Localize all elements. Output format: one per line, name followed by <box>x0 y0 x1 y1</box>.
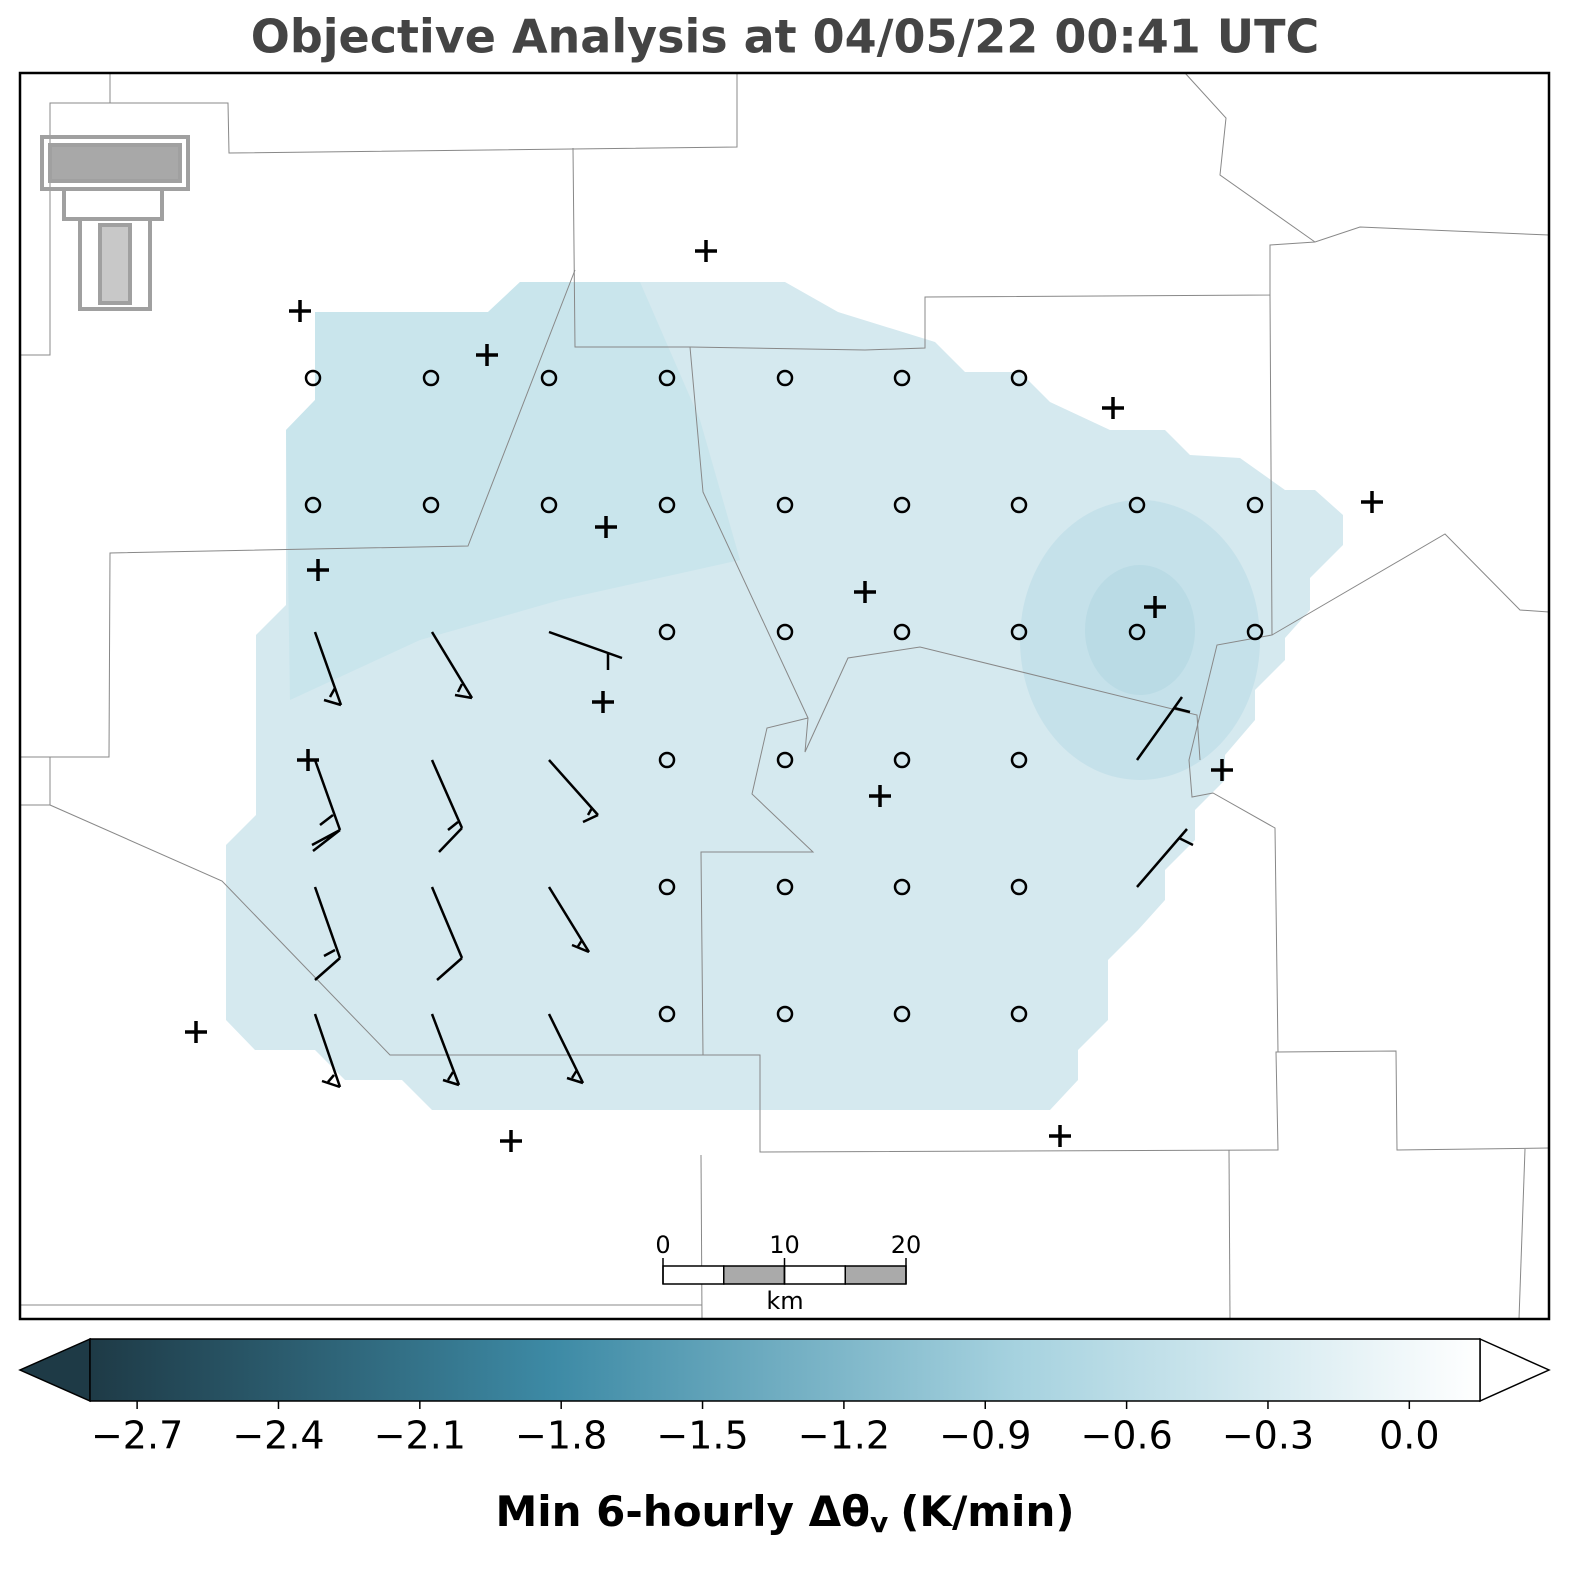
calm-circle <box>1010 623 1028 641</box>
station-plus <box>592 691 614 713</box>
scale-tick-label: 10 <box>769 1231 800 1259</box>
calm-circle <box>422 496 440 514</box>
colorbar-tick-label: −2.4 <box>232 1414 324 1458</box>
scale-segment <box>783 1265 846 1285</box>
calm-circle <box>1010 369 1028 387</box>
map <box>18 71 1551 1321</box>
scale-unit: km <box>766 1287 803 1315</box>
label-main: Min 6-hourly Δθ <box>495 1487 870 1536</box>
calm-circle <box>1246 496 1264 514</box>
calm-circle <box>658 751 676 769</box>
calm-circle <box>893 751 911 769</box>
colorbar-extend-max <box>1479 1337 1551 1403</box>
scale-segment <box>844 1265 907 1285</box>
colorbar-tick-label: −1.5 <box>656 1414 748 1458</box>
station-plus <box>869 785 891 807</box>
scale-segment <box>662 1265 725 1285</box>
calm-circle <box>776 878 794 896</box>
station-plus <box>289 300 311 322</box>
calm-circle <box>1246 623 1264 641</box>
calm-circle <box>1128 623 1146 641</box>
colorbar-body <box>89 1338 1481 1402</box>
scale-tick-label: 0 <box>655 1231 670 1259</box>
colorbar-tick-label: −1.8 <box>515 1414 607 1458</box>
station-plus <box>854 581 876 603</box>
colorbar-extend-min <box>18 1337 91 1403</box>
calm-circle <box>658 623 676 641</box>
station-plus <box>185 1021 207 1043</box>
scale-segment <box>723 1265 786 1285</box>
calm-circle <box>540 496 558 514</box>
calm-circle <box>893 369 911 387</box>
station-plus <box>1049 1125 1071 1147</box>
station-plus <box>1144 596 1166 618</box>
title: Objective Analysis at 04/05/22 00:41 UTC <box>251 10 1320 64</box>
colorbar-tick-label: −2.7 <box>91 1414 183 1458</box>
calm-circle <box>1010 751 1028 769</box>
colorbar-tick-label: −0.9 <box>939 1414 1031 1458</box>
calm-circle <box>304 369 322 387</box>
map-frame <box>18 71 1551 1321</box>
wind-barbs <box>311 630 1194 1089</box>
colorbar: Min 6-hourly Δθv (K/min) −2.7 −2.4 −2.1 −1.8… <box>18 1337 1551 1540</box>
calm-circle <box>1128 496 1146 514</box>
calm-circle <box>422 369 440 387</box>
scale-tick-label: 20 <box>891 1231 922 1259</box>
calm-circle <box>893 623 911 641</box>
calm-circle <box>658 369 676 387</box>
stations <box>185 240 1383 1152</box>
calm-circle <box>658 496 676 514</box>
calm-circle <box>893 1005 911 1023</box>
station-plus <box>1211 759 1233 781</box>
calm-circle <box>1010 878 1028 896</box>
calm-circle <box>776 496 794 514</box>
county-lines <box>20 72 1550 1320</box>
colorbar-tick-label: −2.1 <box>374 1414 466 1458</box>
label-sub: v <box>870 1506 888 1539</box>
calm-circle <box>1010 1005 1028 1023</box>
station-plus <box>695 240 717 262</box>
colorbar-tick-label: 0.0 <box>1379 1414 1439 1458</box>
calm-circle <box>658 878 676 896</box>
station-plus <box>1361 491 1383 513</box>
station-plus <box>307 559 329 581</box>
colorbar-tick-label: −1.2 <box>798 1414 890 1458</box>
calm-circle <box>540 369 558 387</box>
station-plus <box>476 344 498 366</box>
calm-circle <box>776 751 794 769</box>
calm-circle <box>304 496 322 514</box>
colorbar-tick-label: −0.6 <box>1080 1414 1172 1458</box>
station-plus <box>500 1130 522 1152</box>
station-plus <box>1102 397 1124 419</box>
calm-circle <box>776 369 794 387</box>
calm-circle <box>893 878 911 896</box>
scale-bar: km 0 10 20 <box>655 1231 921 1315</box>
calm-circle <box>893 496 911 514</box>
calm-circle <box>776 623 794 641</box>
colorbar-label: Min 6-hourly Δθv (K/min) <box>495 1487 1074 1540</box>
station-plus <box>595 516 617 538</box>
calm-circle <box>776 1005 794 1023</box>
calm-circle <box>1010 496 1028 514</box>
field-minimum <box>1085 565 1195 695</box>
field-shade <box>286 282 740 700</box>
logo <box>40 135 190 311</box>
calm-circle <box>658 1005 676 1023</box>
label-unit: (K/min) <box>900 1487 1074 1536</box>
colorbar-tick-label: −0.3 <box>1222 1414 1314 1458</box>
